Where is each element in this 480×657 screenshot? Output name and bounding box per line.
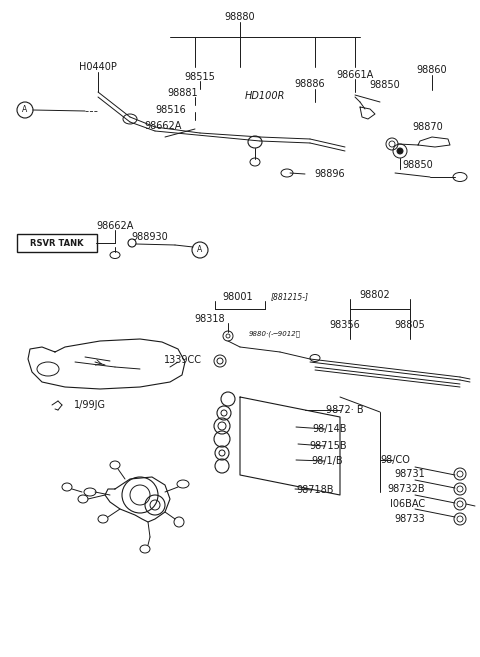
Text: 98718B: 98718B — [296, 485, 334, 495]
Text: 98886: 98886 — [295, 79, 325, 89]
Text: 98896: 98896 — [315, 169, 345, 179]
Text: A: A — [23, 106, 28, 114]
Text: 98732B: 98732B — [387, 484, 425, 494]
Text: 98356: 98356 — [330, 320, 360, 330]
Text: 98662A: 98662A — [144, 121, 182, 131]
Text: I06BAC: I06BAC — [390, 499, 425, 509]
Text: 1339CC: 1339CC — [164, 355, 202, 365]
Text: 98805: 98805 — [395, 320, 425, 330]
Text: 98662A: 98662A — [96, 221, 134, 231]
Text: 98/14B: 98/14B — [313, 424, 347, 434]
Text: 9872· B: 9872· B — [326, 405, 364, 415]
Text: 1/99JG: 1/99JG — [74, 400, 106, 410]
Text: 98850: 98850 — [370, 80, 400, 90]
Text: 98661A: 98661A — [336, 70, 373, 80]
Text: 98802: 98802 — [360, 290, 390, 300]
Text: H0440P: H0440P — [79, 62, 117, 72]
Text: A: A — [197, 246, 203, 254]
Text: 9880·(-─9012ᖵ: 9880·(-─9012ᖵ — [249, 330, 301, 337]
Text: 98880: 98880 — [225, 12, 255, 22]
Text: 98/CO: 98/CO — [380, 455, 410, 465]
Text: 98001: 98001 — [223, 292, 253, 302]
Circle shape — [397, 148, 403, 154]
Text: 98516: 98516 — [156, 105, 186, 115]
Text: 98860: 98860 — [417, 65, 447, 75]
Text: [881215-]: [881215-] — [271, 292, 309, 302]
Text: 98850: 98850 — [403, 160, 433, 170]
Text: 98870: 98870 — [413, 122, 444, 132]
Text: 98515: 98515 — [185, 72, 216, 82]
Text: 98731: 98731 — [394, 469, 425, 479]
Text: 98881: 98881 — [168, 88, 198, 98]
Text: HD100R: HD100R — [245, 91, 285, 101]
Text: 98715B: 98715B — [309, 441, 347, 451]
Text: RSVR TANK: RSVR TANK — [30, 238, 84, 248]
Text: 98318: 98318 — [195, 314, 225, 324]
Text: 98733: 98733 — [394, 514, 425, 524]
Text: 988930: 988930 — [132, 232, 168, 242]
Text: 98/1/B: 98/1/B — [311, 456, 343, 466]
